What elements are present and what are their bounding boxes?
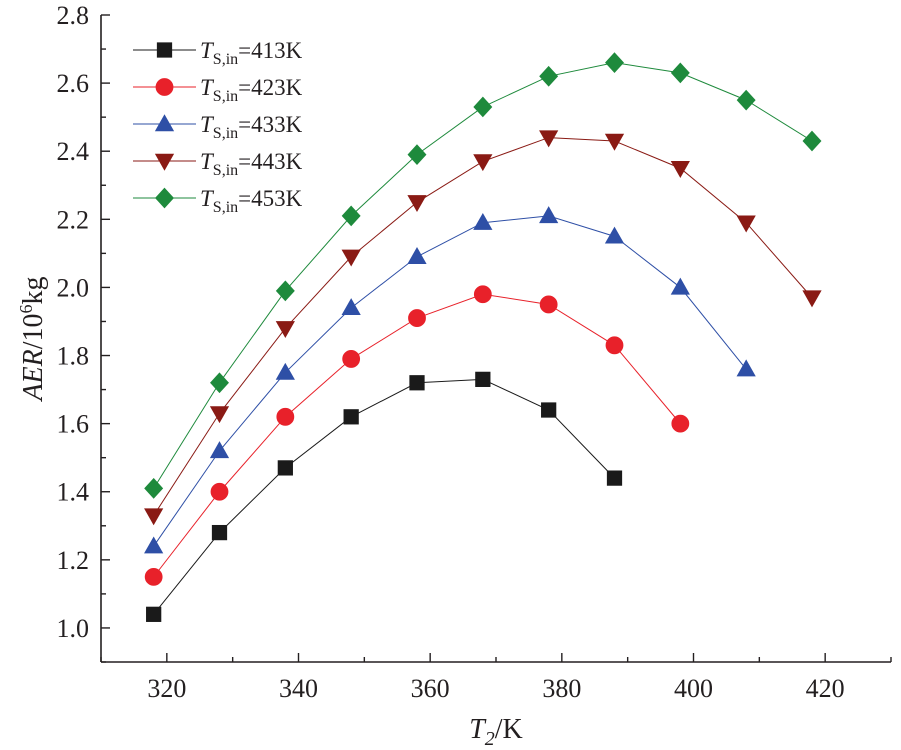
data-point	[539, 65, 559, 87]
data-point	[605, 52, 624, 74]
data-point	[539, 295, 558, 314]
data-point	[473, 285, 492, 304]
data-point	[802, 290, 822, 308]
data-point	[409, 375, 425, 391]
data-point	[473, 154, 493, 172]
y-ticks: 1.0 1.2 1.4 1.6 1.8 2.0 2.2 2.4 2.6 2.8	[57, 1, 110, 663]
y-axis-title: AER/106kg	[16, 276, 49, 402]
legend-item: TS,in=423K	[133, 75, 303, 105]
data-point	[209, 406, 230, 424]
data-point	[144, 508, 164, 526]
x-axis-title: T2/K	[469, 714, 523, 750]
data-point	[671, 414, 690, 433]
y-tick-label: 2.8	[57, 1, 90, 30]
data-point	[604, 133, 625, 151]
data-point	[736, 89, 756, 111]
legend-label: TS,in=433K	[200, 112, 303, 142]
legend-marker	[155, 187, 174, 209]
legend: TS,in=413K TS,in=423K TS,in=433K TS,in=443K…	[133, 38, 303, 216]
series-4	[144, 130, 822, 526]
data-point	[275, 362, 295, 380]
data-point	[605, 336, 624, 355]
data-point	[736, 215, 756, 233]
series-line	[153, 378, 615, 615]
series-line	[153, 215, 747, 547]
legend-marker	[155, 78, 174, 96]
data-point	[407, 144, 427, 165]
data-point	[475, 371, 491, 387]
data-point	[802, 130, 822, 152]
y-tick-label: 1.6	[57, 410, 90, 439]
data-point	[275, 280, 295, 302]
data-point	[341, 249, 361, 267]
legend-label: TS,in=413K	[200, 38, 303, 68]
data-point	[736, 359, 756, 377]
x-tick-label: 400	[674, 674, 713, 703]
data-point	[670, 161, 690, 178]
x-tick-label: 420	[806, 674, 845, 703]
series-2	[144, 285, 690, 586]
legend-item: TS,in=433K	[133, 112, 303, 142]
legend-label: TS,in=453K	[200, 186, 303, 216]
y-tick-label: 1.4	[57, 478, 90, 507]
data-point	[342, 350, 361, 368]
y-tick-label: 1.2	[57, 546, 90, 575]
legend-item: TS,in=453K	[133, 186, 303, 216]
x-ticks: 320 340 360 380 400 420	[100, 653, 892, 703]
y-tick-label: 1.8	[57, 342, 90, 371]
y-tick-label: 1.0	[57, 614, 90, 643]
y-tick-label: 2.6	[57, 69, 90, 98]
data-point	[670, 277, 690, 295]
x-tick-label: 320	[147, 674, 186, 703]
x-tick-label: 380	[542, 674, 581, 703]
data-point	[539, 130, 559, 148]
data-point	[210, 372, 229, 394]
plot-frame	[100, 15, 891, 663]
data-point	[539, 206, 559, 224]
data-point	[606, 470, 623, 486]
data-point	[276, 407, 295, 426]
legend-item: TS,in=443K	[133, 149, 303, 179]
legend-label: TS,in=423K	[200, 75, 303, 105]
data-point	[408, 309, 426, 327]
data-point	[670, 62, 690, 84]
series-layer	[144, 52, 822, 622]
series-5	[144, 52, 822, 499]
data-point	[341, 298, 361, 316]
data-point	[473, 96, 493, 118]
y-tick-label: 2.4	[57, 137, 90, 166]
data-point	[407, 247, 427, 264]
data-point	[144, 477, 164, 499]
series-1	[146, 371, 623, 622]
data-point	[209, 441, 230, 459]
y-tick-label: 2.2	[57, 205, 90, 234]
data-point	[144, 567, 163, 586]
legend-label: TS,in=443K	[200, 149, 303, 179]
data-point	[604, 226, 625, 244]
data-point	[277, 460, 293, 476]
legend-marker	[156, 42, 173, 58]
data-point	[210, 482, 229, 501]
x-tick-label: 340	[279, 674, 318, 703]
data-point	[211, 524, 228, 541]
legend-item: TS,in=413K	[133, 38, 303, 68]
data-point	[407, 195, 427, 213]
data-point	[275, 321, 295, 339]
data-point	[144, 536, 164, 554]
legend-marker	[154, 153, 175, 171]
data-point	[473, 212, 493, 230]
data-point	[343, 409, 359, 425]
data-point	[146, 606, 162, 622]
data-point	[341, 205, 361, 227]
x-tick-label: 360	[411, 674, 450, 703]
legend-marker	[154, 114, 175, 132]
series-3	[144, 206, 756, 554]
y-tick-label: 2.0	[57, 273, 90, 302]
data-point	[541, 402, 557, 418]
